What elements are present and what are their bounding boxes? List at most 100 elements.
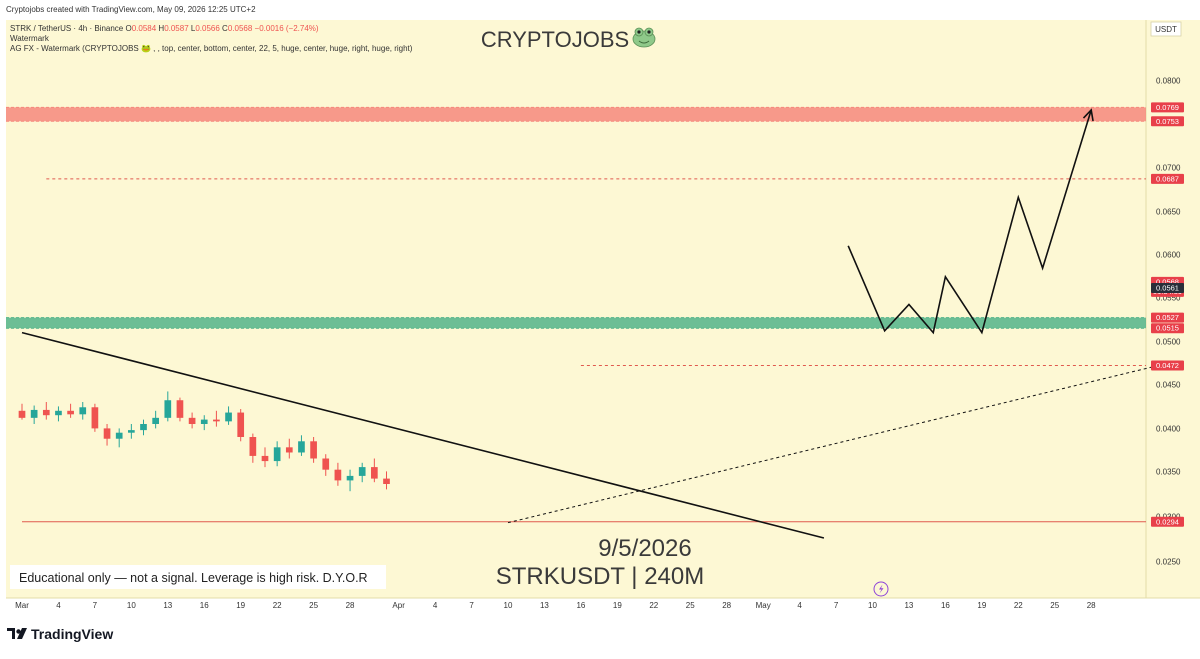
tradingview-logo[interactable] (7, 628, 27, 639)
candle-body[interactable] (273, 447, 281, 462)
candle-body[interactable] (358, 467, 366, 476)
y-tick-label: 0.0650 (1156, 207, 1181, 216)
candle-body[interactable] (115, 432, 123, 439)
resistance-zone[interactable] (6, 107, 1146, 122)
candle-body[interactable] (261, 455, 269, 462)
price-badge[interactable] (1151, 323, 1184, 334)
candle-body[interactable] (42, 409, 50, 416)
disclaimer-box (10, 565, 386, 589)
candle-body[interactable] (152, 417, 159, 424)
price-badge[interactable] (1151, 312, 1184, 323)
legend-indicator-2[interactable]: AG FX - Watermark (CRYPTOJOBS 🐸 , , top,… (10, 44, 413, 53)
x-tick-label: Apr (392, 601, 405, 610)
x-tick-label: 19 (236, 601, 245, 610)
legend-part: H (158, 24, 164, 33)
replay-icon[interactable] (873, 581, 889, 597)
candle-body[interactable] (18, 410, 26, 418)
descending-trendline[interactable] (21, 331, 825, 539)
plot-background[interactable] (6, 20, 1146, 598)
candle-body[interactable] (140, 424, 147, 431)
candle-body[interactable] (30, 409, 38, 418)
price-badge[interactable] (1151, 173, 1184, 184)
legend-part: −0.0016 (−2.74%) (255, 24, 319, 33)
legend-part: 0.0587 (164, 24, 191, 33)
x-tick-label: 25 (1050, 601, 1059, 610)
currency-selector[interactable] (1150, 21, 1182, 37)
candle-body[interactable] (91, 407, 99, 429)
candle-body[interactable] (383, 478, 390, 484)
legend-part: C (222, 24, 228, 33)
x-tick-label: 16 (941, 601, 950, 610)
candle-body[interactable] (164, 400, 172, 418)
x-tick-label: 7 (93, 601, 98, 610)
x-tick-label: 13 (540, 601, 549, 610)
price-badge[interactable] (1151, 516, 1184, 527)
projection-path[interactable] (847, 109, 1092, 335)
candle-body[interactable] (213, 419, 220, 422)
candle-body[interactable] (298, 441, 305, 453)
projection-arrowhead (1082, 108, 1094, 122)
y-tick-label: 0.0350 (1156, 467, 1181, 476)
candle-body[interactable] (188, 417, 196, 424)
disclaimer-text: Educational only — not a signal. Leverag… (19, 571, 368, 585)
x-tick-label: 19 (977, 601, 986, 610)
price-badge[interactable] (1151, 116, 1184, 127)
candle-body[interactable] (249, 437, 257, 456)
candle-body[interactable] (225, 412, 232, 422)
candle-body[interactable] (67, 410, 74, 415)
overlay-pair: STRKUSDT | 240M (496, 563, 705, 590)
candle-body[interactable] (346, 475, 354, 481)
legend-symbol-row: STRK / TetherUS · 4h · Binance O0.0584 H… (10, 24, 319, 33)
price-badge[interactable] (1151, 102, 1184, 113)
x-tick-label: 22 (649, 601, 658, 610)
candle-body[interactable] (334, 469, 342, 481)
x-tick-label: Mar (15, 601, 29, 610)
x-tick-label: May (756, 601, 771, 610)
price-badge-label: 0.0527 (1156, 313, 1179, 322)
candle-body[interactable] (55, 410, 62, 416)
price-badge-label: 0.0568 (1156, 277, 1179, 286)
legend-part: STRK / TetherUS · 4h · Binance (10, 24, 125, 33)
watermark-text: CRYPTOJOBS (481, 27, 629, 52)
overlay-date: 9/5/2026 (598, 535, 691, 562)
x-tick-label: 28 (722, 601, 731, 610)
price-badge-label: 0.0753 (1156, 117, 1179, 126)
chart-caption: Cryptojobs created with TradingView.com,… (6, 5, 256, 14)
candle-body[interactable] (285, 447, 293, 453)
currency-label: USDT (1155, 25, 1177, 34)
price-badge[interactable] (1151, 282, 1184, 293)
candle-body[interactable] (200, 419, 208, 424)
legend-part: L (191, 24, 196, 33)
legend-symbol: STRK / TetherUS · 4h · Binance O0.0584 H… (10, 24, 319, 33)
price-badge-label: 0.0687 (1156, 174, 1179, 183)
ascending-trendline[interactable] (507, 360, 1177, 524)
y-tick-label: 0.0800 (1156, 76, 1181, 85)
x-tick-label: 25 (309, 601, 318, 610)
candle-body[interactable] (128, 430, 135, 433)
x-tick-label: 10 (868, 601, 877, 610)
price-badge[interactable] (1151, 360, 1184, 371)
candle-body[interactable] (176, 400, 184, 418)
x-tick-label: 22 (273, 601, 282, 610)
y-tick-label: 0.0700 (1156, 163, 1181, 172)
brand-name[interactable]: TradingView (31, 626, 113, 642)
candle-body[interactable] (371, 467, 378, 479)
y-tick-label: 0.0550 (1156, 293, 1181, 302)
x-tick-label: 19 (613, 601, 622, 610)
x-tick-label: 7 (469, 601, 474, 610)
support-zone[interactable] (6, 317, 1146, 329)
candle-body[interactable] (322, 458, 330, 470)
candle-body[interactable] (237, 412, 245, 437)
x-tick-label: 22 (1014, 601, 1023, 610)
x-tick-label: 4 (797, 601, 802, 610)
x-tick-label: 10 (504, 601, 513, 610)
candle-body[interactable] (79, 407, 87, 415)
legend-part: 0.0566 (195, 24, 222, 33)
legend-indicator-1[interactable]: Watermark (10, 34, 50, 43)
candle-body[interactable] (103, 428, 111, 439)
legend-part: 0.0584 (132, 24, 159, 33)
x-tick-label: 28 (346, 601, 355, 610)
candle-body[interactable] (310, 441, 317, 459)
